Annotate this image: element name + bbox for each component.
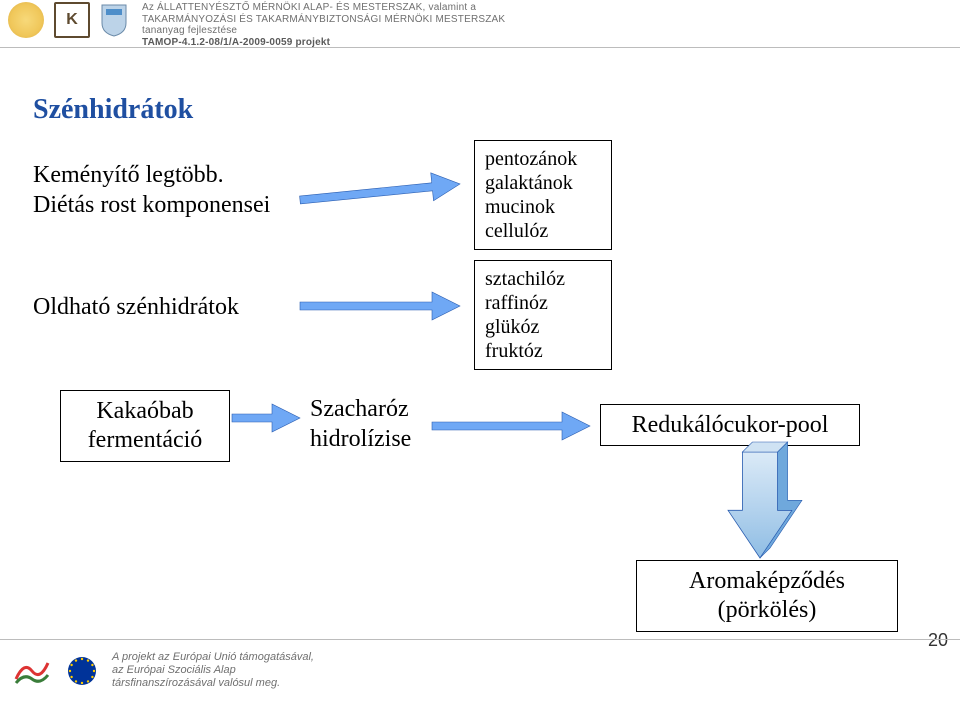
header-line2: TAKARMÁNYOZÁSI ÉS TAKARMÁNYBIZTONSÁGI MÉ… [142,14,505,25]
ferment-line2: fermentáció [88,426,203,455]
text-starch-diet: Keményítő legtöbb. Diétás rost komponens… [33,160,270,220]
slide-footer: A projekt az Európai Unió támogatásával,… [0,639,960,701]
box1-line1: pentozánok [485,147,577,171]
footer-line2: az Európai Szociális Alap [112,664,314,677]
box1-line2: galaktánok [485,171,573,195]
box2-line3: glükóz [485,315,539,339]
aroma-line1: Aromaképződés [689,567,845,596]
box2-line2: raffinóz [485,291,548,315]
hydro-line2: hidrolízise [310,424,411,454]
slide-header: K Az ÁLLATTENYÉSZTŐ MÉRNÖKI ALAP- ÉS MES… [0,0,960,48]
aroma-line2: (pörkölés) [718,596,817,625]
header-line1: Az ÁLLATTENYÉSZTŐ MÉRNÖKI ALAP- ÉS MESTE… [142,2,476,13]
text-diet: Diétás rost komponensei [33,190,270,220]
box2-line4: fruktóz [485,339,543,363]
text-starch: Keményítő legtöbb. [33,160,270,190]
arrow-soluble-to-box2 [300,292,460,320]
logo-shield-icon [100,3,128,37]
text-soluble: Oldható szénhidrátok [33,292,239,322]
arrow-diet-to-box1 [299,170,462,214]
footer-logo-eu-icon [64,653,100,689]
box-aroma: Aromaképződés (pörkölés) [636,560,898,632]
footer-line3: társfinanszírozásával valósul meg. [112,677,314,690]
ferment-line1: Kakaóbab [96,397,193,426]
header-text: Az ÁLLATTENYÉSZTŐ MÉRNÖKI ALAP- ÉS MESTE… [142,2,505,48]
box2-line1: sztachilóz [485,267,565,291]
header-line4: TAMOP-4.1.2-08/1/A-2009-0059 projekt [142,37,330,48]
arrow-ferment-to-hydro [232,404,300,432]
box1-line4: cellulóz [485,219,548,243]
footer-logo-umfe-icon [12,651,52,691]
text-hydrolysis: Szacharóz hidrolízise [310,394,411,454]
box1-line3: mucinok [485,195,555,219]
box-ferment: Kakaóbab fermentáció [60,390,230,462]
page-title: Szénhidrátok [33,94,193,126]
header-line3: tananyag fejlesztése [142,25,237,36]
slide: K Az ÁLLATTENYÉSZTŐ MÉRNÖKI ALAP- ÉS MES… [0,0,960,701]
reduce-text: Redukálócukor-pool [632,411,829,440]
arrow-hydro-to-reduce [432,412,590,440]
down-arrow-icon [728,442,802,558]
box-fiber-components: pentozánok galaktánok mucinok cellulóz [474,140,612,250]
logo-sun-icon [8,2,44,38]
footer-line1: A projekt az Európai Unió támogatásával, [112,651,314,664]
box-soluble-carbs: sztachilóz raffinóz glükóz fruktóz [474,260,612,370]
box-reduce: Redukálócukor-pool [600,404,860,446]
header-logos: K [8,2,128,38]
footer-text: A projekt az Európai Unió támogatásával,… [112,651,314,691]
logo-k-icon: K [54,2,90,38]
hydro-line1: Szacharóz [310,394,411,424]
